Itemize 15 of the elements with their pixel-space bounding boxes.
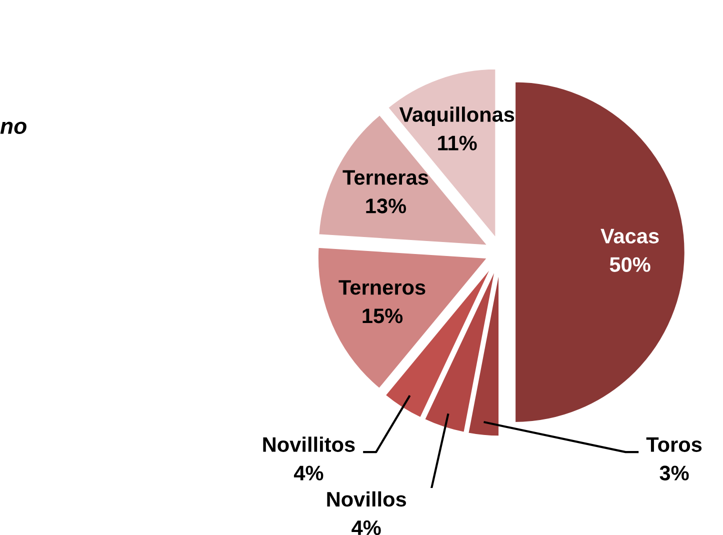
text: no (0, 122, 26, 134)
slice-label: Toros (646, 437, 702, 452)
data-label: 50% (610, 257, 650, 272)
data-label: 3% (660, 466, 689, 480)
data-label: 4% (352, 520, 381, 535)
data-label: 13% (366, 198, 406, 214)
slice-label: Novillos (327, 491, 406, 507)
slice-label: Vacas (600, 228, 659, 244)
data-label: 15% (362, 308, 403, 324)
data-label: 4% (294, 466, 324, 480)
slice-label: Novillitos (263, 436, 355, 452)
slice-label: Vaquillonas (399, 106, 514, 126)
slice-label: Terneros (338, 280, 426, 295)
slice-label: Terneras (342, 170, 428, 185)
data-label: 11% (438, 136, 477, 150)
